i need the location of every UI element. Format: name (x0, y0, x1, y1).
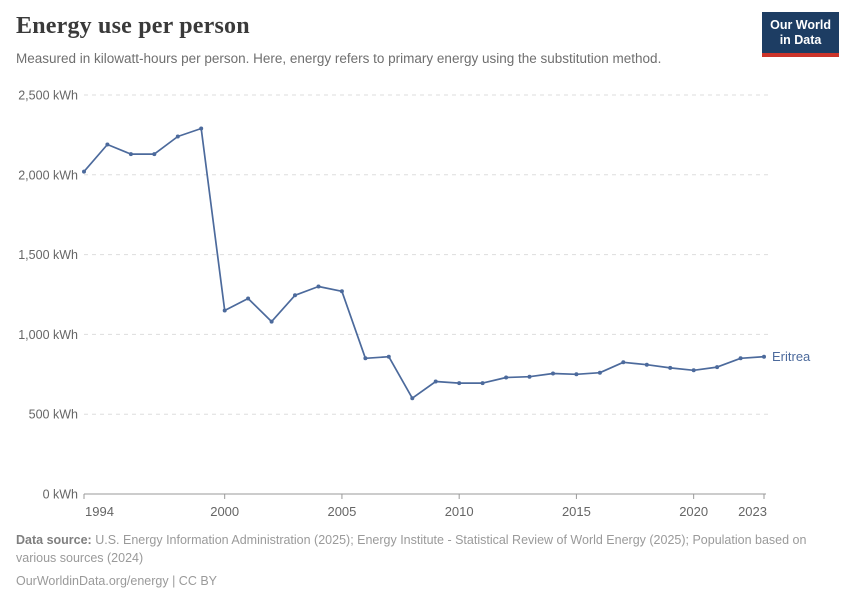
page-title: Energy use per person (16, 13, 250, 39)
x-axis-tick-label: 2000 (210, 504, 239, 519)
y-axis-tick-label: 500 kWh (29, 408, 78, 422)
data-point (82, 169, 86, 174)
data-point (222, 308, 227, 313)
data-point (246, 296, 251, 301)
citation-line: OurWorldinData.org/energy | CC BY (16, 574, 218, 588)
data-point (762, 354, 766, 359)
data-source-text: U.S. Energy Information Administration (… (16, 533, 807, 565)
data-point (504, 375, 509, 380)
data-point (457, 381, 462, 386)
data-source-line: Data source: U.S. Energy Information Adm… (16, 531, 830, 567)
data-point (175, 134, 180, 139)
x-axis-tick-label: 1994 (85, 504, 114, 519)
data-point (128, 152, 133, 157)
chart-footer: Data source: U.S. Energy Information Adm… (16, 531, 830, 590)
data-point (433, 379, 438, 384)
data-point (527, 374, 532, 379)
y-axis-tick-label: 1,500 kWh (18, 248, 78, 262)
data-point (105, 142, 110, 147)
data-point (551, 371, 555, 376)
x-axis-tick-label: 2023 (738, 504, 767, 519)
data-point (715, 365, 720, 370)
data-point (480, 381, 485, 386)
data-point (363, 356, 368, 361)
data-point (293, 293, 297, 298)
x-axis-tick-label: 2010 (445, 504, 474, 519)
chart-subtitle: Measured in kilowatt-hours per person. H… (16, 51, 662, 66)
owid-logo[interactable]: Our World in Data (762, 12, 839, 57)
series-line (83, 127, 765, 400)
x-axis-tick-label: 2015 (562, 504, 591, 519)
data-point (597, 370, 602, 375)
data-point (410, 396, 415, 401)
data-source-label: Data source: (16, 533, 92, 547)
y-axis-tick-label: 2,500 kWh (18, 89, 78, 103)
x-axis-tick-label: 2005 (327, 504, 356, 519)
data-point (199, 126, 204, 131)
data-point (574, 372, 579, 377)
owid-logo-line1: Our World (770, 18, 831, 32)
data-point (668, 365, 673, 370)
data-point (339, 289, 344, 294)
data-point (386, 354, 391, 359)
data-point (644, 362, 649, 367)
data-point (738, 356, 743, 361)
x-axis-tick-label: 2020 (679, 504, 708, 519)
data-point (269, 319, 274, 324)
y-axis-tick-label: 0 kWh (43, 488, 78, 502)
data-point (152, 152, 157, 157)
y-axis-tick-label: 2,000 kWh (18, 168, 78, 182)
data-point (691, 368, 696, 373)
series-end-label: Eritrea (772, 349, 811, 364)
y-axis-tick-label: 1,000 kWh (18, 328, 78, 342)
data-point (316, 284, 321, 289)
owid-logo-line2: in Data (779, 32, 822, 47)
line-chart: 0 kWh 500 kWh 1,000 kWh 1,500 kWh 2,000 kWh 2… (18, 89, 811, 520)
data-point (621, 360, 626, 365)
